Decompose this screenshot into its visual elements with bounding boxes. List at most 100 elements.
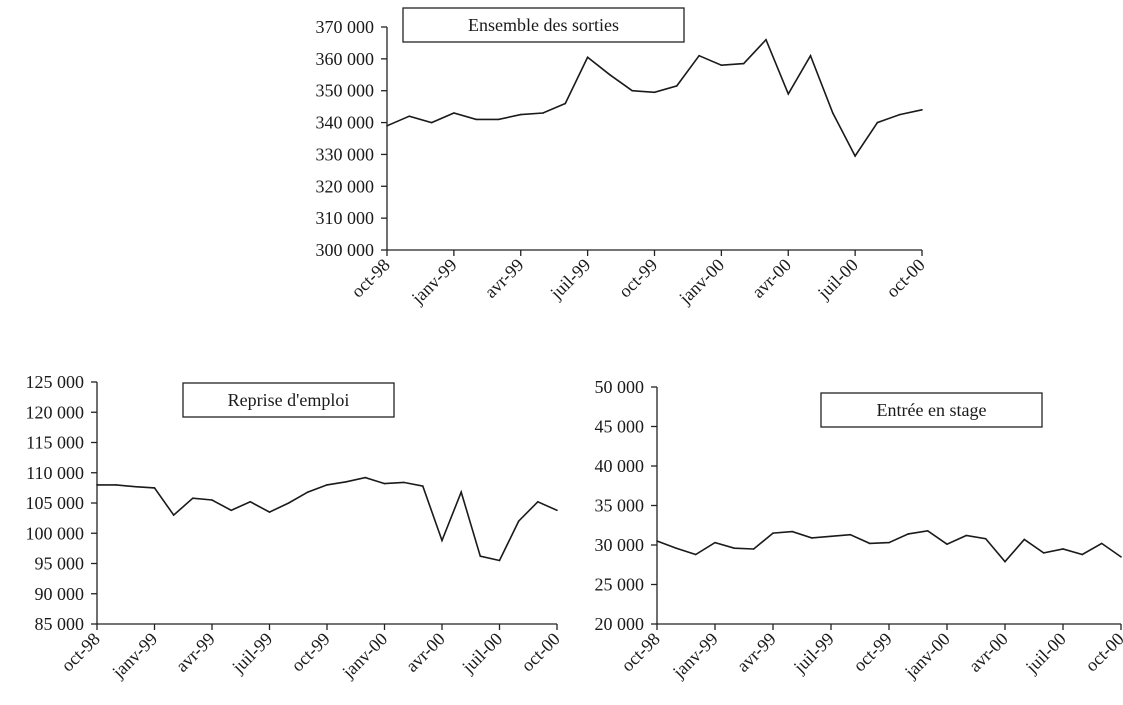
data-point (720, 64, 723, 67)
x-tick-label: juil-00 (813, 255, 862, 304)
data-point (408, 115, 411, 117)
x-tick-label: avr-00 (965, 629, 1012, 676)
x-tick-label: oct-99 (287, 629, 334, 676)
data-point (268, 511, 271, 513)
data-point (453, 112, 455, 114)
data-point (249, 500, 252, 503)
data-point (479, 555, 482, 558)
data-point (926, 529, 929, 532)
x-tick-label: juil-99 (228, 629, 277, 678)
data-point (849, 533, 852, 536)
data-point (653, 91, 656, 94)
chart-title: Reprise d'emploi (228, 390, 350, 410)
data-point (765, 38, 767, 41)
series-line-reprise (97, 476, 558, 562)
data-point (832, 112, 834, 114)
data-point (1023, 538, 1026, 541)
y-tick-label: 90 000 (35, 584, 85, 604)
data-point (809, 54, 812, 57)
data-point (441, 539, 443, 542)
data-point (287, 502, 290, 504)
data-point (698, 54, 700, 57)
data-point (153, 487, 156, 489)
chart-reprise-d-emploi: 85 000 90 000 95 000 100 000 105 000 110 000 1… (26, 372, 564, 682)
y-tick-label: 340 000 (316, 113, 375, 133)
x-tick-label: avr-00 (402, 629, 449, 676)
data-point (733, 547, 736, 549)
x-tick-label: oct-99 (849, 629, 896, 676)
chart-ensemble-des-sorties: 300 000 310 000 320 000 330 000 340 000 350 0… (316, 7, 929, 309)
data-point (96, 484, 98, 486)
data-point (192, 497, 194, 499)
data-point (230, 509, 232, 512)
data-point (742, 62, 745, 65)
x-tick-label: oct-98 (57, 629, 104, 676)
y-tick-label: 300 000 (316, 240, 375, 260)
data-point (830, 535, 832, 538)
x-tick-label: janv-00 (674, 255, 728, 309)
data-point (386, 124, 388, 127)
data-point (307, 491, 309, 493)
x-tick-label: janv-00 (338, 629, 392, 683)
data-point (965, 534, 968, 537)
data-point (656, 540, 658, 542)
data-point (537, 500, 539, 503)
y-tick-label: 30 000 (595, 535, 645, 555)
data-point (868, 542, 871, 545)
data-point (675, 547, 678, 549)
y-tick-label: 100 000 (26, 523, 85, 543)
y-tick-label: 360 000 (316, 49, 375, 69)
series-line-sorties (386, 38, 923, 158)
data-point (115, 484, 117, 486)
x-tick-label: avr-99 (172, 629, 219, 676)
y-tick-label: 370 000 (316, 17, 375, 37)
y-tick-label: 320 000 (316, 176, 375, 196)
x-tick-label: janv-99 (407, 255, 461, 309)
y-tick-label: 105 000 (26, 493, 85, 513)
data-point (172, 514, 175, 516)
data-point (345, 481, 347, 483)
data-point (752, 548, 755, 550)
data-point (714, 541, 716, 544)
data-point (772, 532, 774, 534)
data-point (542, 112, 544, 114)
data-point (898, 113, 901, 116)
y-tick-label: 110 000 (26, 463, 84, 483)
data-point (609, 73, 611, 76)
series-line-stage (656, 529, 1122, 563)
x-tick-label: oct-00 (882, 255, 929, 302)
chart-title-box (182, 382, 395, 418)
data-point (519, 113, 522, 116)
data-point (430, 121, 433, 124)
x-tick-label: janv-99 (108, 629, 162, 683)
data-point (631, 89, 634, 92)
y-tick-label: 50 000 (595, 377, 645, 397)
data-point (946, 543, 948, 546)
x-tick-label: juil-99 (546, 255, 595, 304)
x-tick-label: oct-98 (347, 255, 394, 302)
y-tick-label: 115 000 (26, 433, 84, 453)
data-point (876, 121, 879, 124)
data-point (134, 485, 137, 488)
data-point (564, 102, 567, 105)
data-point (211, 499, 213, 501)
x-tick-label: juil-99 (789, 629, 838, 678)
y-tick-label: 125 000 (26, 372, 85, 392)
x-tick-label: avr-00 (748, 255, 795, 302)
data-point (402, 481, 405, 484)
data-point (1100, 542, 1103, 545)
chart-title-box (402, 7, 685, 43)
data-point (1042, 552, 1045, 554)
data-point (364, 476, 367, 479)
y-tick-label: 330 000 (316, 144, 375, 164)
data-point (675, 85, 678, 87)
x-tick-label: oct-00 (1081, 629, 1123, 676)
y-tick-label: 45 000 (595, 417, 645, 437)
data-point (791, 530, 794, 533)
y-tick-label: 95 000 (35, 554, 85, 574)
data-point (422, 485, 424, 487)
data-point (1081, 553, 1084, 556)
data-point (1120, 556, 1122, 558)
data-point (694, 553, 697, 556)
